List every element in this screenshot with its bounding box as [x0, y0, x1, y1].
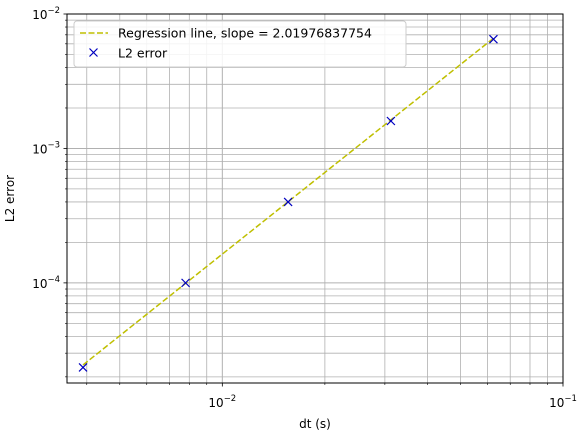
- legend-box: [73, 20, 407, 68]
- x-tick-label: 10−1: [549, 394, 577, 410]
- legend-l2-error-label: L2 error: [118, 46, 168, 61]
- data-point-marker: [489, 34, 498, 44]
- x-axis-label: dt (s): [299, 417, 331, 431]
- legend-x-marker-icon: [89, 48, 98, 57]
- data-point-marker: [283, 197, 293, 207]
- data-point-marker: [386, 116, 396, 126]
- y-tick-label: 10−2: [32, 6, 60, 22]
- y-tick-label: 10−3: [32, 140, 60, 156]
- ticks: 10−2 10−1 10−4 10−3 10−2: [32, 6, 577, 410]
- data-point-marker: [78, 363, 88, 372]
- axes-frame: [66, 13, 564, 384]
- regression-line: [82, 37, 494, 366]
- data-point-marker: [181, 278, 190, 288]
- y-tick-label: 10−4: [32, 275, 60, 291]
- y-axis-label: L2 error: [3, 175, 17, 222]
- series-layer: [78, 34, 498, 372]
- legend-regression-label: Regression line, slope = 2.01976837754: [118, 26, 372, 41]
- x-tick-label: 10−2: [208, 394, 236, 410]
- legend: Regression line, slope = 2.01976837754 L…: [73, 20, 407, 68]
- grid: [67, 13, 564, 383]
